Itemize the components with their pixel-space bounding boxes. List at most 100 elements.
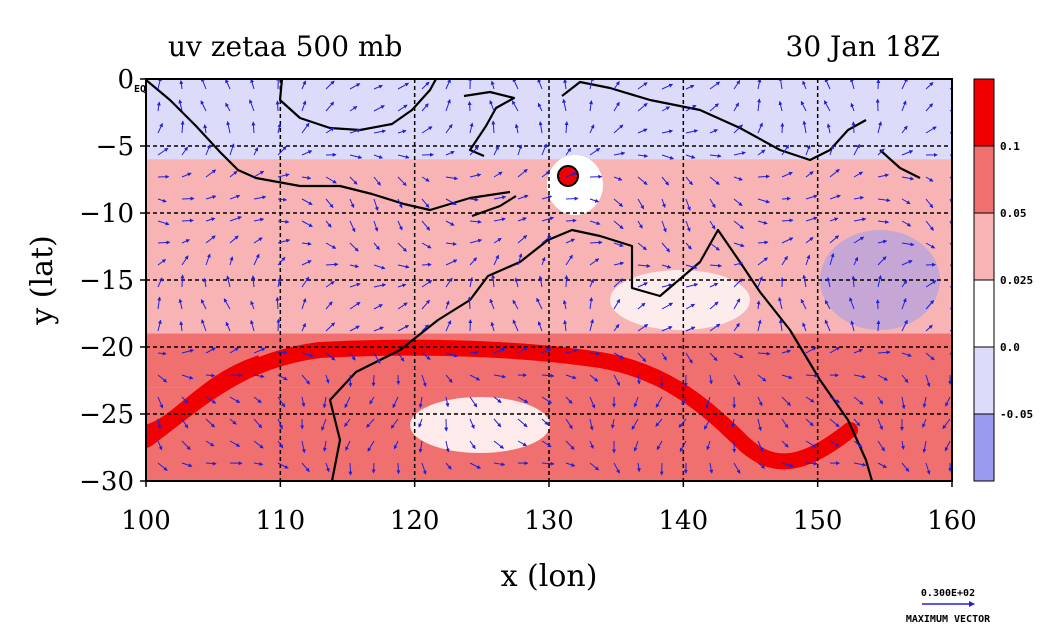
wind-vector-240 [469, 219, 482, 224]
wind-vector-72 [250, 79, 255, 90]
wind-vector-441 [733, 278, 743, 288]
wind-vector-440 [733, 261, 744, 266]
wind-vector-589 [925, 374, 931, 388]
wind-vector-373 [636, 374, 641, 385]
wind-vector-469 [778, 100, 783, 112]
wind-vector-66 [229, 347, 239, 354]
wind-vector-74 [251, 121, 256, 134]
wind-vector-353 [613, 323, 620, 332]
wind-vector-610 [944, 440, 951, 452]
wind-vector-334 [589, 297, 594, 310]
wind-vector-306 [563, 79, 568, 90]
wind-vector-250 [469, 440, 476, 450]
wind-vector-368 [637, 263, 651, 268]
wind-vector-152 [349, 264, 360, 269]
wind-vector-54 [225, 79, 231, 90]
wind-vector-490 [805, 171, 814, 178]
wind-vector-31 [181, 374, 194, 380]
wind-vector-420 [709, 220, 716, 230]
wind-vector-39 [205, 144, 211, 156]
wind-vector-427 [708, 374, 713, 385]
colorbar-level-label-1: 0.05 [1000, 207, 1027, 220]
wind-vector-34 [181, 440, 191, 451]
wind-vector-371 [637, 324, 649, 332]
wind-vector-378 [661, 83, 674, 90]
vector-legend-label: MAXIMUM VECTOR [906, 614, 991, 625]
y-tick-label--15: −15 [79, 266, 134, 296]
wind-vector-426 [709, 352, 718, 362]
wind-vector-296 [541, 256, 546, 266]
wind-vector-221 [445, 198, 457, 206]
wind-vector-17 [157, 462, 168, 471]
wind-vector-525 [853, 143, 860, 156]
wind-vector-437 [733, 198, 743, 207]
equator-label: EQ [134, 84, 146, 95]
wind-vector-263 [490, 321, 495, 332]
wind-vector-6 [157, 220, 170, 226]
wind-vector-362 [637, 128, 648, 134]
wind-vector-346 [613, 176, 623, 181]
wind-vector-483 [781, 418, 789, 429]
wind-vector-149 [349, 198, 355, 209]
wind-vector-510 [829, 217, 839, 222]
colorbar: 0.1 0.05 0.025 0.0 -0.05 [973, 78, 1033, 482]
wind-vector-434 [733, 124, 743, 134]
wind-vector-354 [613, 352, 625, 359]
wind-vector-186 [397, 220, 403, 231]
wind-vector-57 [229, 143, 235, 156]
wind-vector-335 [589, 318, 594, 332]
wind-vector-449 [733, 462, 741, 474]
wind-vector-111 [301, 150, 313, 156]
wind-vector-359 [613, 462, 620, 474]
wind-vector-467 [757, 462, 766, 469]
wind-vector-320 [565, 396, 573, 404]
wind-vector-337 [589, 374, 599, 382]
wind-vector-537 [853, 418, 861, 427]
wind-vector-21 [181, 146, 188, 156]
wind-vector-457 [757, 240, 769, 245]
wind-vector-171 [373, 283, 387, 288]
wind-vector-265 [493, 374, 507, 379]
wind-vector-78 [253, 217, 265, 222]
wind-vector-199 [421, 103, 429, 112]
wind-vector-575 [901, 462, 910, 472]
wind-vector-35 [181, 462, 193, 468]
wind-vector-425 [709, 323, 721, 332]
wind-vector-65 [225, 321, 231, 332]
wind-vector-404 [685, 264, 698, 270]
wind-vector-383 [661, 198, 666, 209]
wind-vector-382 [661, 176, 670, 186]
wind-vector-143 [325, 462, 330, 473]
wind-vector-116 [301, 260, 312, 266]
wind-vector-531 [851, 275, 856, 288]
wind-vector-577 [925, 103, 934, 112]
wind-vector-290 [538, 121, 543, 134]
wind-vector-16 [157, 440, 163, 451]
wind-vector-70 [229, 440, 241, 447]
wind-vector-88 [253, 440, 264, 449]
wind-vector-585 [925, 280, 937, 288]
wind-vector-137 [325, 322, 336, 332]
wind-vector-318 [565, 348, 579, 354]
wind-vector-495 [802, 274, 807, 288]
x-axis-title: x (lon) [501, 559, 598, 594]
wind-vector-198 [421, 81, 430, 90]
wind-vector-159 [344, 418, 351, 427]
colorbar-swatch-1 [973, 145, 995, 214]
wind-vector-360 [637, 82, 648, 90]
wind-vector-609 [942, 418, 951, 430]
wind-vector-251 [469, 462, 481, 469]
wind-vector-505 [823, 100, 831, 112]
wind-vector-46 [200, 299, 207, 310]
wind-vector-408 [685, 352, 693, 364]
wind-vector-229 [445, 374, 453, 383]
wind-vector-97 [277, 238, 291, 244]
wind-vector-374 [633, 396, 639, 408]
wind-vector-330 [589, 220, 601, 226]
wind-vector-509 [829, 194, 841, 200]
wind-vector-270 [512, 79, 519, 90]
wind-vector-241 [469, 238, 483, 244]
wind-vector-197 [396, 462, 401, 475]
wind-vector-559 [901, 100, 907, 112]
wind-vector-61 [229, 235, 239, 244]
